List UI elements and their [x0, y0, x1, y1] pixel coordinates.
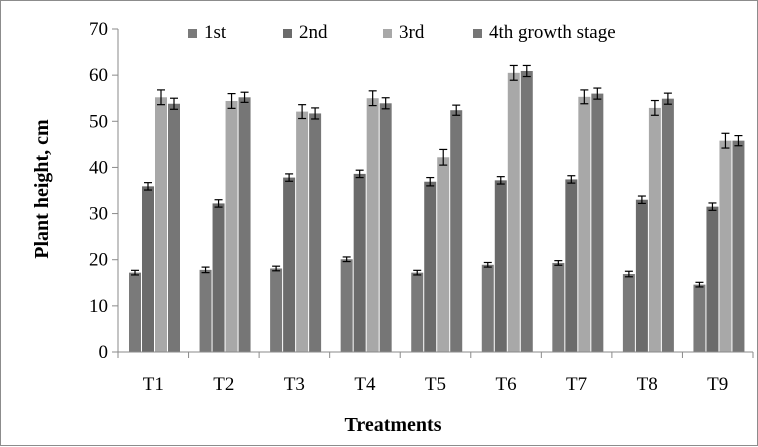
error-bars-group — [131, 64, 743, 288]
bars-group — [129, 70, 745, 353]
x-tick-label: T1 — [143, 374, 164, 395]
x-tick-label: T4 — [354, 374, 376, 395]
bar-t1-series-1 — [129, 272, 141, 352]
bar-t6-series-2 — [494, 180, 507, 352]
bar-t9-series-3 — [719, 140, 732, 352]
x-tick-label: T8 — [637, 374, 658, 395]
y-tick-label: 20 — [89, 250, 108, 271]
bar-t2-series-1 — [199, 269, 212, 352]
bar-t5-series-3 — [437, 157, 450, 352]
bar-t5-series-4 — [450, 110, 463, 352]
bar-t8-series-4 — [661, 98, 674, 352]
bar-t1-series-3 — [155, 97, 167, 352]
bar-t9-series-1 — [693, 284, 706, 352]
bar-t6-series-1 — [481, 264, 494, 352]
bar-t7-series-2 — [565, 179, 578, 352]
bar-t3-series-1 — [270, 268, 283, 352]
axes-group: 0 10 20 30 40 50 60 70 T1 T2 T3 T4 T5 T6 T7 T8 T9 — [89, 19, 754, 395]
legend-label-1: 1st — [204, 22, 227, 43]
bar-t2-series-2 — [212, 203, 225, 352]
bar-t9-series-4 — [732, 140, 745, 352]
bar-t2-series-3 — [225, 100, 238, 353]
y-tick-label: 30 — [89, 204, 108, 225]
bar-t4-series-2 — [353, 173, 366, 352]
legend-swatch-3 — [383, 29, 392, 38]
legend-swatch-2 — [283, 29, 292, 38]
bar-t8-series-2 — [635, 199, 648, 352]
bar-t8-series-1 — [622, 274, 635, 352]
legend-label-3: 3rd — [399, 22, 425, 43]
y-tick-label: 40 — [89, 157, 108, 178]
x-tick-label: T5 — [425, 374, 446, 395]
legend-label-4: 4th growth stage — [489, 22, 616, 43]
x-tick-label: T7 — [566, 374, 587, 395]
bar-t5-series-1 — [411, 272, 424, 352]
bar-t3-series-3 — [296, 111, 309, 353]
bar-t8-series-3 — [648, 107, 661, 352]
bar-t7-series-4 — [591, 93, 604, 352]
legend-swatch-1 — [188, 29, 197, 38]
x-tick-label: T3 — [284, 374, 305, 395]
bar-t4-series-1 — [340, 259, 353, 352]
x-tick-label: T6 — [496, 374, 517, 395]
y-tick-label: 70 — [89, 19, 108, 40]
legend-label-2: 2nd — [299, 22, 328, 43]
bar-t3-series-4 — [309, 113, 322, 352]
bar-t2-series-4 — [238, 97, 251, 352]
bar-t5-series-2 — [424, 181, 437, 352]
y-axis-title: Plant height, cm — [31, 119, 53, 259]
bar-t7-series-1 — [552, 262, 565, 352]
y-tick-label: 10 — [89, 296, 108, 317]
bar-t1-series-4 — [168, 103, 180, 352]
y-tick-label: 0 — [99, 342, 109, 363]
bar-t7-series-3 — [578, 96, 591, 352]
x-axis-title: Treatments — [344, 414, 441, 436]
legend: 1st 2nd 3rd 4th growth stage — [188, 22, 616, 43]
bar-t4-series-4 — [379, 103, 392, 352]
x-tick-label: T2 — [213, 374, 234, 395]
y-tick-label: 60 — [89, 65, 108, 86]
legend-swatch-4 — [473, 29, 482, 38]
bar-t9-series-2 — [706, 206, 719, 352]
x-tick-label: T9 — [707, 374, 728, 395]
y-tick-label: 50 — [89, 111, 108, 132]
bar-t4-series-3 — [366, 98, 379, 352]
bar-t1-series-2 — [142, 186, 154, 352]
bar-t6-series-3 — [507, 72, 520, 352]
bar-t3-series-2 — [283, 177, 296, 352]
bar-t6-series-4 — [520, 70, 533, 353]
